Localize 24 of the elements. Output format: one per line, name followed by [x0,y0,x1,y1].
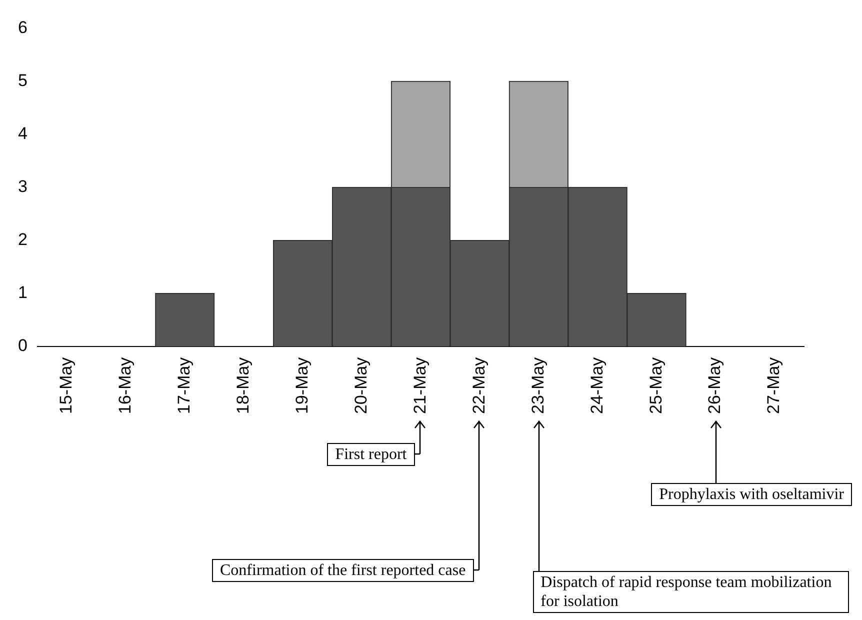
y-tick-label: 3 [18,176,28,196]
x-tick-label: 19-May [292,356,312,414]
y-tick-label: 1 [18,282,28,302]
y-tick-label: 0 [18,336,28,355]
x-tick-label: 25-May [646,356,666,414]
y-tick-label: 4 [18,124,28,143]
y-tick-label: 2 [18,230,28,249]
x-tick-label: 18-May [234,356,253,414]
text: First report [327,443,415,466]
text: Confirmation of the first reported case [212,559,474,582]
x-tick-label: 22-May [469,356,488,414]
x-tick-label: 26-May [705,356,724,414]
x-tick-label: 15-May [56,356,76,414]
y-tick-label: 6 [18,18,28,37]
x-tick-label: 17-May [174,356,194,414]
x-tick-label: 23-May [528,356,548,414]
x-tick-label: 24-May [587,356,606,414]
x-tick-label: 27-May [764,356,784,414]
text: Prophylaxis with oseltamivir [651,483,852,506]
y-tick-label: 5 [18,70,28,90]
x-tick-label: 21-May [410,356,430,414]
x-tick-label: 16-May [116,356,135,414]
x-tick-label: 20-May [351,356,370,414]
text: Dispatch of rapid response team mobilization for isolation [532,571,849,613]
